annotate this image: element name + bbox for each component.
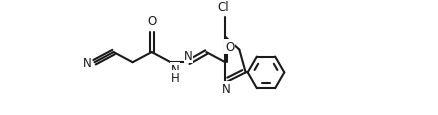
Text: O: O [147, 15, 156, 28]
Text: N: N [83, 56, 92, 69]
Text: H: H [171, 71, 180, 84]
Text: N: N [184, 50, 193, 63]
Text: N: N [222, 82, 231, 95]
Text: N: N [171, 63, 180, 76]
Text: O: O [225, 41, 234, 53]
Text: Cl: Cl [218, 1, 229, 14]
